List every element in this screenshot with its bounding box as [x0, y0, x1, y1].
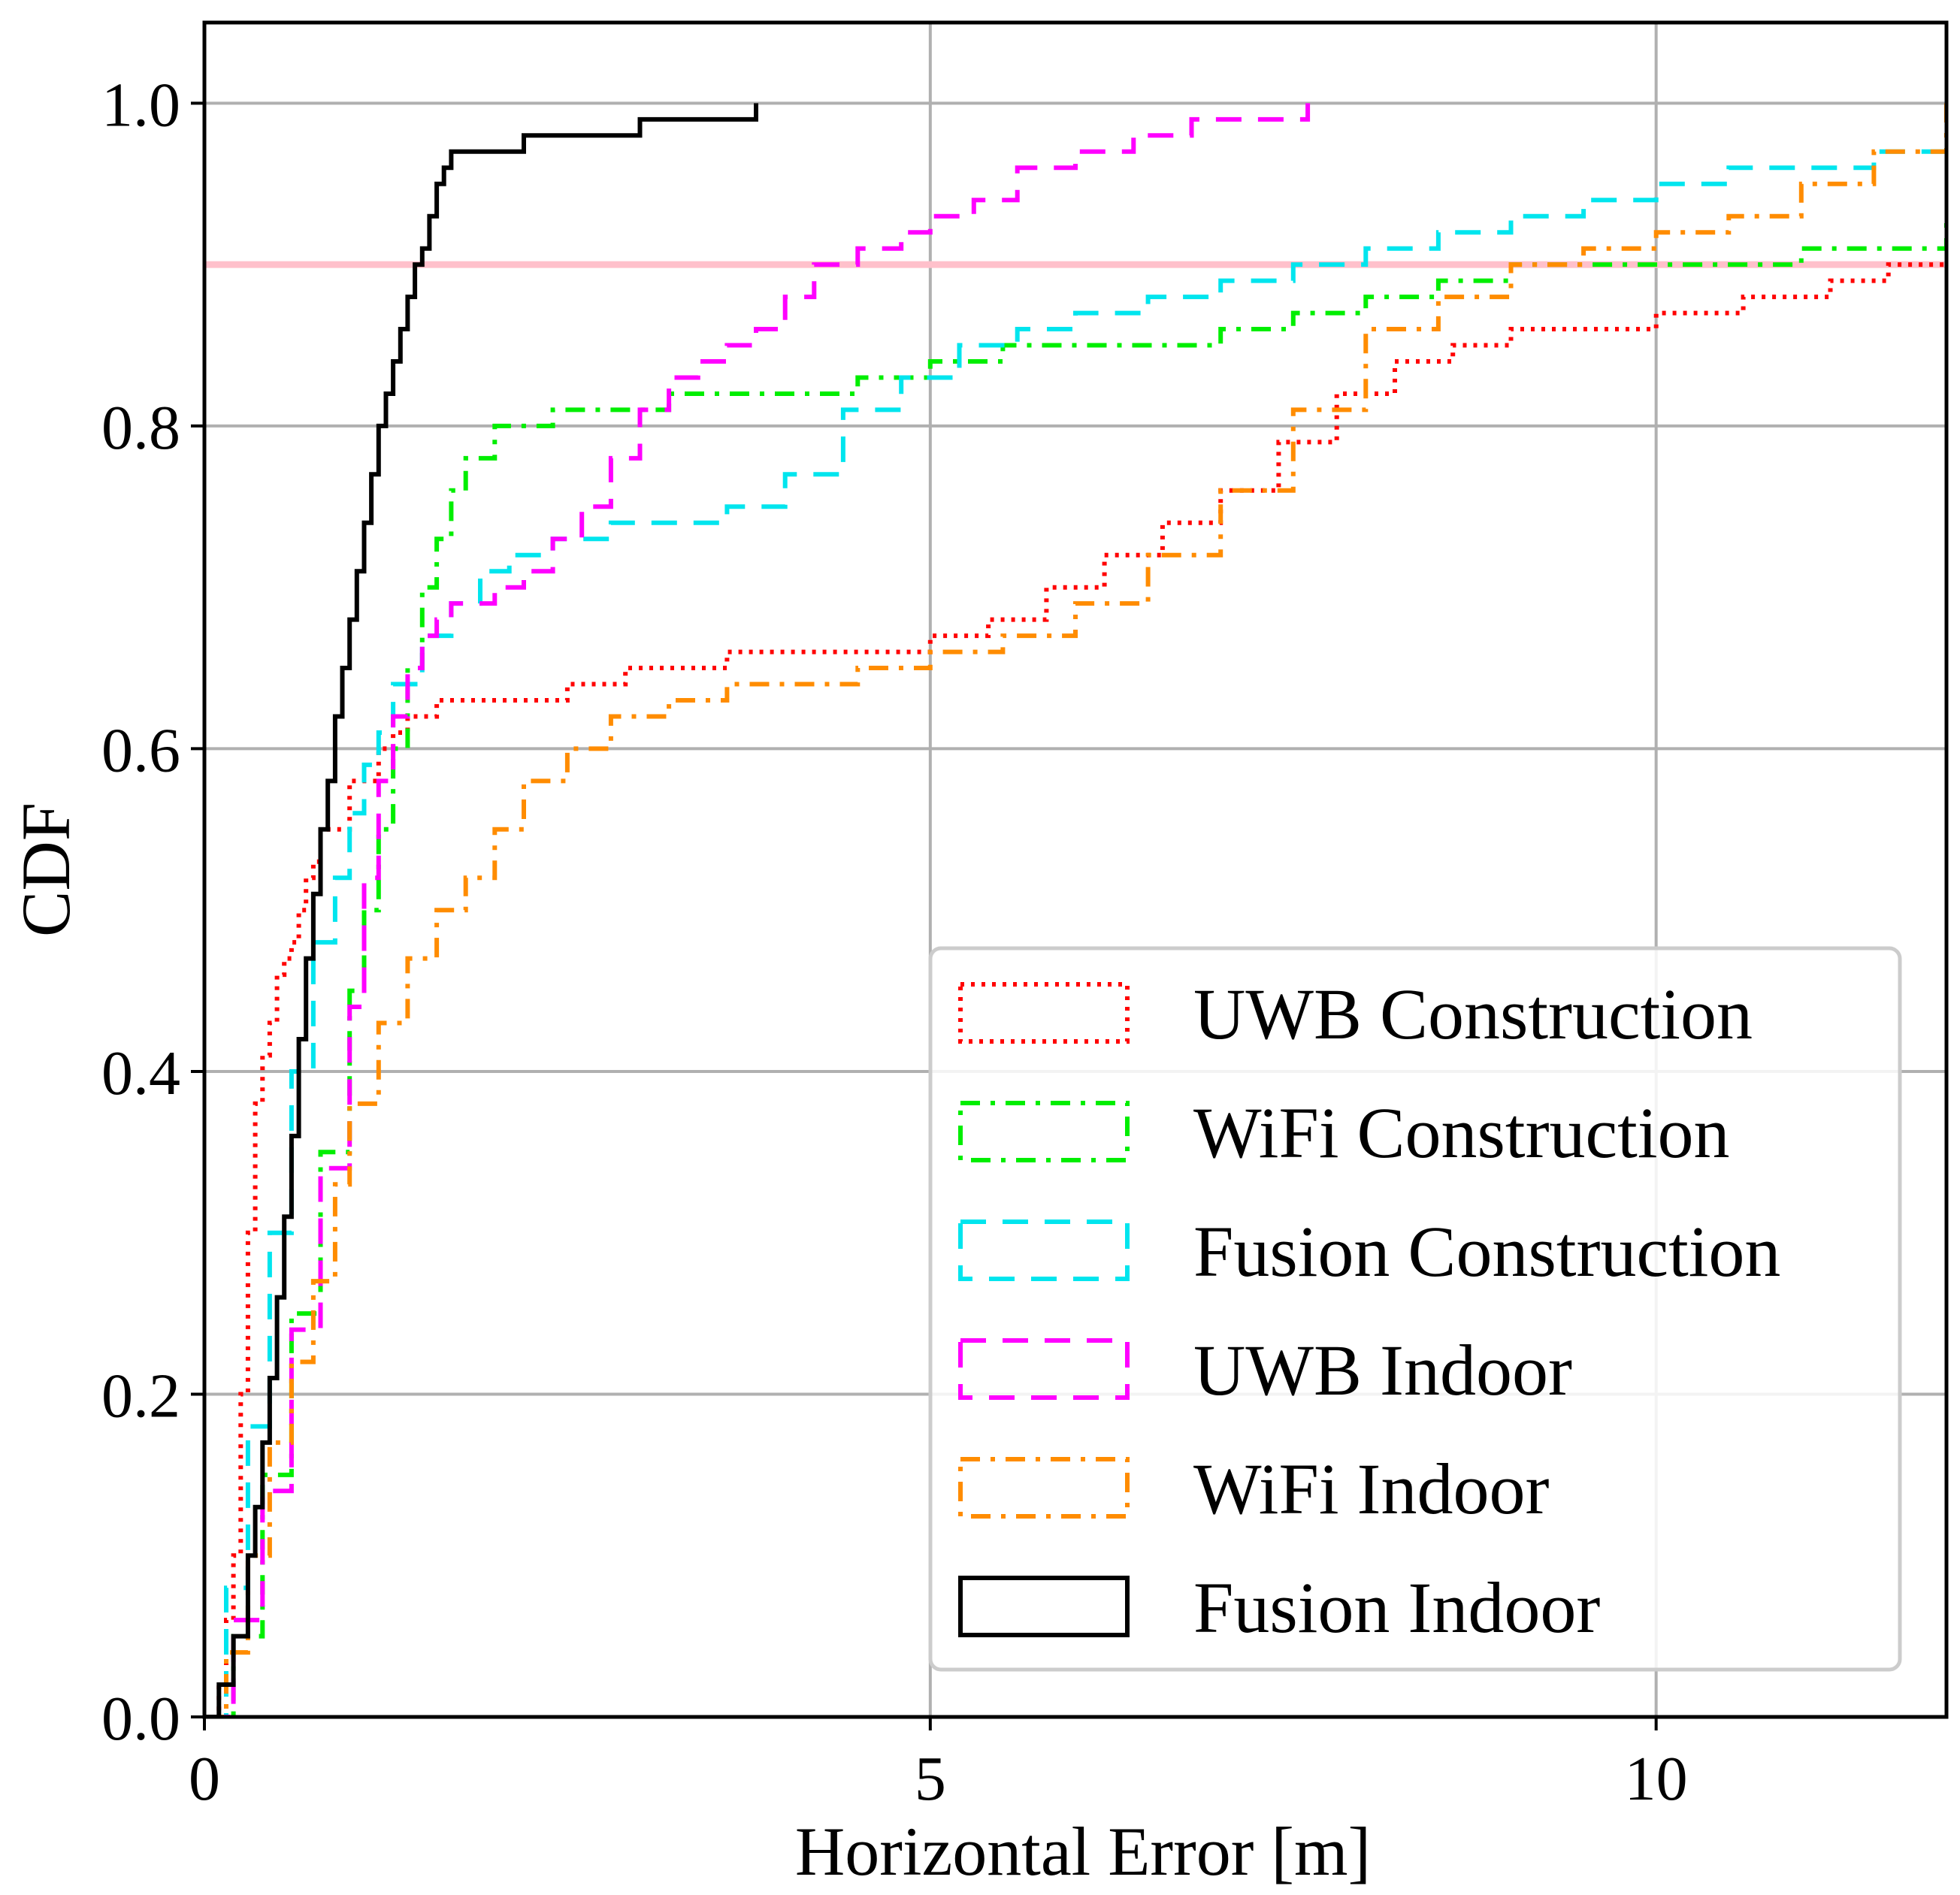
- legend-handle-uwb-indoor: [958, 1338, 1130, 1400]
- series-line-fusion-construction: [204, 135, 1946, 1717]
- x-tick-label: 0: [189, 1744, 220, 1814]
- series-layer: [204, 103, 1946, 1717]
- legend-handle-fusion-construction: [958, 1220, 1130, 1281]
- legend-label: Fusion Construction: [1193, 1211, 1780, 1292]
- y-tick-label: 1.0: [101, 70, 180, 140]
- legend-label: WiFi Indoor: [1193, 1449, 1549, 1529]
- plot-frame: [202, 20, 1949, 1719]
- legend-label: UWB Construction: [1193, 974, 1753, 1054]
- legend-handle-fusion-indoor: [958, 1576, 1130, 1637]
- y-tick-label: 0.6: [101, 715, 180, 785]
- y-tick-label: 0.0: [101, 1684, 180, 1754]
- series-line-uwb-indoor: [204, 103, 1311, 1717]
- series-line-fusion-indoor: [204, 103, 758, 1717]
- legend-handle-uwb-construction: [958, 982, 1130, 1044]
- axis-ticks: 0 5 10 0.0 0.2 0.4 0.6 0.8 1.0: [101, 70, 1688, 1814]
- legend-box: [928, 946, 1902, 1672]
- legend: UWB Construction WiFi Construction Fusion …: [928, 946, 1902, 1672]
- legend-handle-wifi-construction: [958, 1101, 1130, 1162]
- legend-label: WiFi Construction: [1193, 1093, 1729, 1173]
- y-tick-label: 0.8: [101, 393, 180, 463]
- x-tick-label: 10: [1625, 1744, 1688, 1814]
- legend-label: UWB Indoor: [1193, 1330, 1572, 1410]
- legend-label: Fusion Indoor: [1193, 1567, 1600, 1648]
- x-tick-label: 5: [915, 1744, 946, 1814]
- x-axis-label: Horizontal Error [m]: [795, 1813, 1371, 1890]
- series-line-uwb-construction: [204, 262, 1946, 1717]
- y-axis-label: CDF: [8, 802, 84, 937]
- series-line-wifi-indoor: [204, 103, 1946, 1717]
- legend-handle-wifi-indoor: [958, 1457, 1130, 1519]
- y-tick-label: 0.4: [101, 1038, 180, 1108]
- y-tick-label: 0.2: [101, 1361, 180, 1431]
